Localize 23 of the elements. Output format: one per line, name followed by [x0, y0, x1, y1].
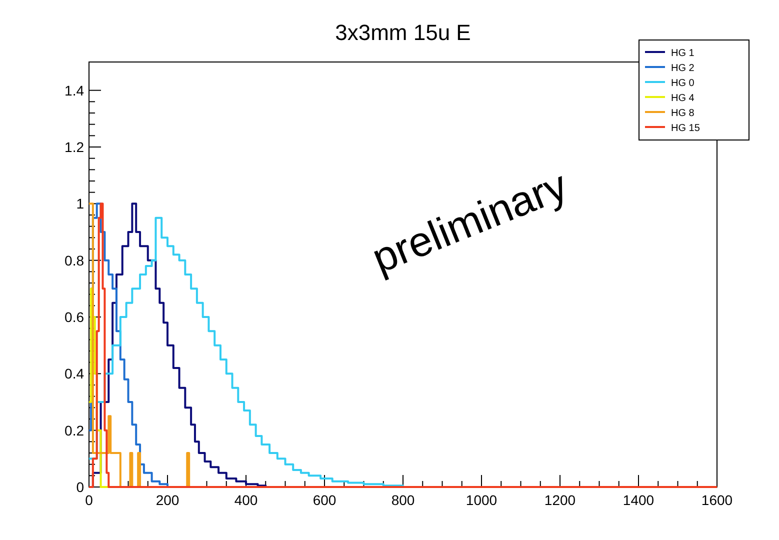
legend-label: HG 0 [671, 78, 695, 89]
y-tick-label: 1 [76, 196, 84, 212]
legend-label: HG 2 [671, 63, 695, 74]
x-tick-label: 1400 [622, 492, 654, 508]
legend-label: HG 8 [671, 108, 695, 119]
y-tick-label: 0.2 [64, 422, 84, 438]
x-tick-label: 400 [234, 492, 258, 508]
x-tick-label: 1000 [466, 492, 498, 508]
x-tick-label: 200 [156, 492, 180, 508]
legend-label: HG 15 [671, 123, 700, 134]
x-tick-label: 600 [312, 492, 336, 508]
y-tick-label: 0 [76, 479, 84, 495]
x-tick-label: 1600 [701, 492, 733, 508]
legend-label: HG 4 [671, 93, 695, 104]
x-tick-label: 800 [391, 492, 415, 508]
chart-title: 3x3mm 15u E [335, 20, 471, 45]
y-tick-label: 1.2 [64, 139, 84, 155]
y-tick-label: 0.6 [64, 309, 84, 325]
y-tick-label: 0.4 [64, 366, 84, 382]
y-tick-label: 1.4 [64, 82, 84, 98]
y-tick-label: 0.8 [64, 252, 84, 268]
x-tick-label: 1200 [544, 492, 576, 508]
legend-label: HG 1 [671, 48, 695, 59]
